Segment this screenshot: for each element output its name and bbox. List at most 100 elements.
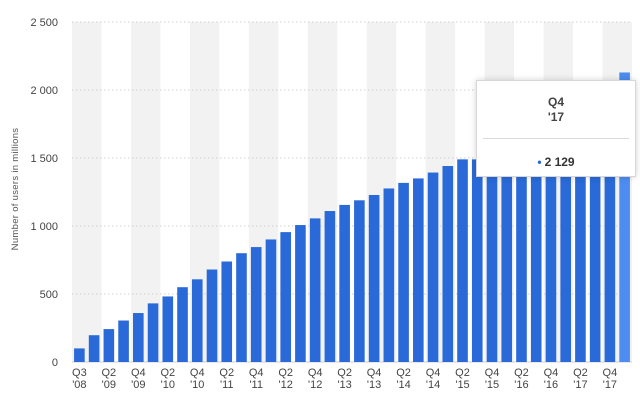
x-tick-label: Q2'15	[455, 367, 470, 391]
bar	[133, 313, 144, 362]
bar	[383, 188, 395, 362]
bar	[162, 296, 174, 362]
x-tick-label-quarter: Q4	[190, 367, 205, 379]
x-tick-label-year: '09	[102, 379, 116, 391]
x-tick-label: Q4'14	[426, 367, 441, 391]
x-tick-label-year: '15	[485, 379, 499, 391]
bar	[516, 137, 527, 362]
bar	[324, 211, 336, 362]
bar	[206, 269, 218, 362]
x-tick-label: Q2'13	[337, 367, 352, 391]
x-tick-label-year: '14	[396, 379, 410, 391]
x-tick-label: Q2'09	[101, 367, 116, 391]
x-tick-label: Q4'16	[544, 367, 559, 391]
x-tick-label-quarter: Q4	[131, 367, 146, 379]
bar	[147, 303, 159, 362]
bar	[191, 279, 203, 362]
bar	[427, 172, 439, 362]
tooltip-quarter: Q4	[547, 95, 564, 109]
x-tick-label: Q4'12	[308, 367, 323, 391]
x-tick-label-quarter: Q2	[160, 367, 175, 379]
x-tick-label-quarter: Q4	[249, 367, 264, 379]
x-tick-label-year: '10	[161, 379, 175, 391]
x-tick-label-quarter: Q2	[101, 367, 116, 379]
x-tick-label: Q2'11	[219, 367, 234, 391]
tooltip-divider	[483, 138, 629, 139]
x-tick-label-quarter: Q4	[367, 367, 382, 379]
bar	[103, 329, 115, 362]
bar	[486, 151, 498, 362]
x-tick-label: Q4'09	[131, 367, 146, 391]
y-axis-title: Number of users in millions	[10, 128, 21, 251]
bar	[74, 348, 85, 362]
x-tick-label: Q2'10	[160, 367, 175, 391]
x-axis-tick-labels: Q3'08Q2'09Q4'09Q2'10Q4'10Q2'11Q4'11Q2'12…	[72, 367, 617, 391]
tooltip-value: 2 129	[544, 155, 575, 169]
bar	[236, 253, 247, 362]
x-tick-label-year: '11	[220, 379, 234, 391]
x-tick-label-year: '16	[514, 379, 528, 391]
bar	[560, 109, 571, 362]
x-tick-label-quarter: Q2	[219, 367, 234, 379]
x-tick-label-year: '15	[455, 379, 469, 391]
x-tick-label: Q4'13	[367, 367, 382, 391]
x-tick-label-quarter: Q2	[396, 367, 411, 379]
bar	[413, 178, 424, 362]
bar	[457, 159, 468, 362]
bar	[619, 72, 630, 363]
bar	[118, 320, 129, 362]
bar	[265, 239, 277, 362]
x-tick-label-year: '13	[337, 379, 351, 391]
tooltip: Q4 '17 • 2 129	[476, 80, 636, 177]
x-tick-label: Q4'17	[603, 367, 618, 391]
y-tick-label: 500	[40, 289, 58, 301]
x-tick-label-quarter: Q2	[455, 367, 470, 379]
x-tick-label-quarter: Q4	[544, 367, 559, 379]
x-tick-label-year: '13	[367, 379, 381, 391]
bar	[471, 159, 483, 362]
y-tick-label: 2 500	[30, 17, 58, 29]
bar	[589, 89, 601, 363]
x-tick-label-quarter: Q4	[426, 367, 441, 379]
bar	[177, 287, 188, 362]
bar	[530, 129, 542, 362]
bar	[604, 80, 616, 362]
x-tick-label-quarter: Q4	[485, 367, 500, 379]
x-tick-label-quarter: Q4	[603, 367, 618, 379]
x-tick-label-year: '08	[72, 379, 86, 391]
x-tick-label-year: '11	[249, 379, 263, 391]
bar	[501, 145, 513, 362]
x-tick-label-year: '12	[308, 379, 322, 391]
bar	[442, 166, 454, 362]
bar	[368, 194, 380, 362]
x-tick-label-quarter: Q2	[278, 367, 293, 379]
y-axis-tick-labels: 0 500 1 000 1 500 2 000 2 500	[30, 17, 58, 369]
bar	[354, 200, 365, 362]
x-tick-label-year: '17	[573, 379, 587, 391]
y-tick-label: 1 000	[30, 221, 58, 233]
x-tick-label: Q2'16	[514, 367, 529, 391]
tooltip-year: '17	[547, 110, 565, 124]
bar	[250, 247, 262, 362]
bar	[280, 232, 291, 362]
y-tick-label: 1 500	[30, 153, 58, 165]
y-tick-label: 2 000	[30, 85, 58, 97]
bar	[398, 182, 409, 362]
bar	[88, 335, 100, 362]
x-tick-label: Q2'14	[396, 367, 411, 391]
x-tick-label-year: '16	[544, 379, 558, 391]
x-tick-label: Q4'15	[485, 367, 500, 391]
x-tick-label: Q4'11	[249, 367, 264, 391]
x-tick-label-year: '17	[603, 379, 617, 391]
x-tick-label-year: '14	[426, 379, 440, 391]
bars	[74, 72, 630, 363]
x-tick-label: Q3'08	[72, 367, 87, 391]
bar	[221, 261, 233, 362]
y-tick-label: 0	[52, 357, 58, 369]
x-tick-label-quarter: Q2	[337, 367, 352, 379]
x-tick-label-year: '09	[131, 379, 145, 391]
bar	[575, 98, 586, 362]
x-tick-label-quarter: Q2	[514, 367, 529, 379]
tooltip-header: Q4 '17	[477, 95, 635, 125]
